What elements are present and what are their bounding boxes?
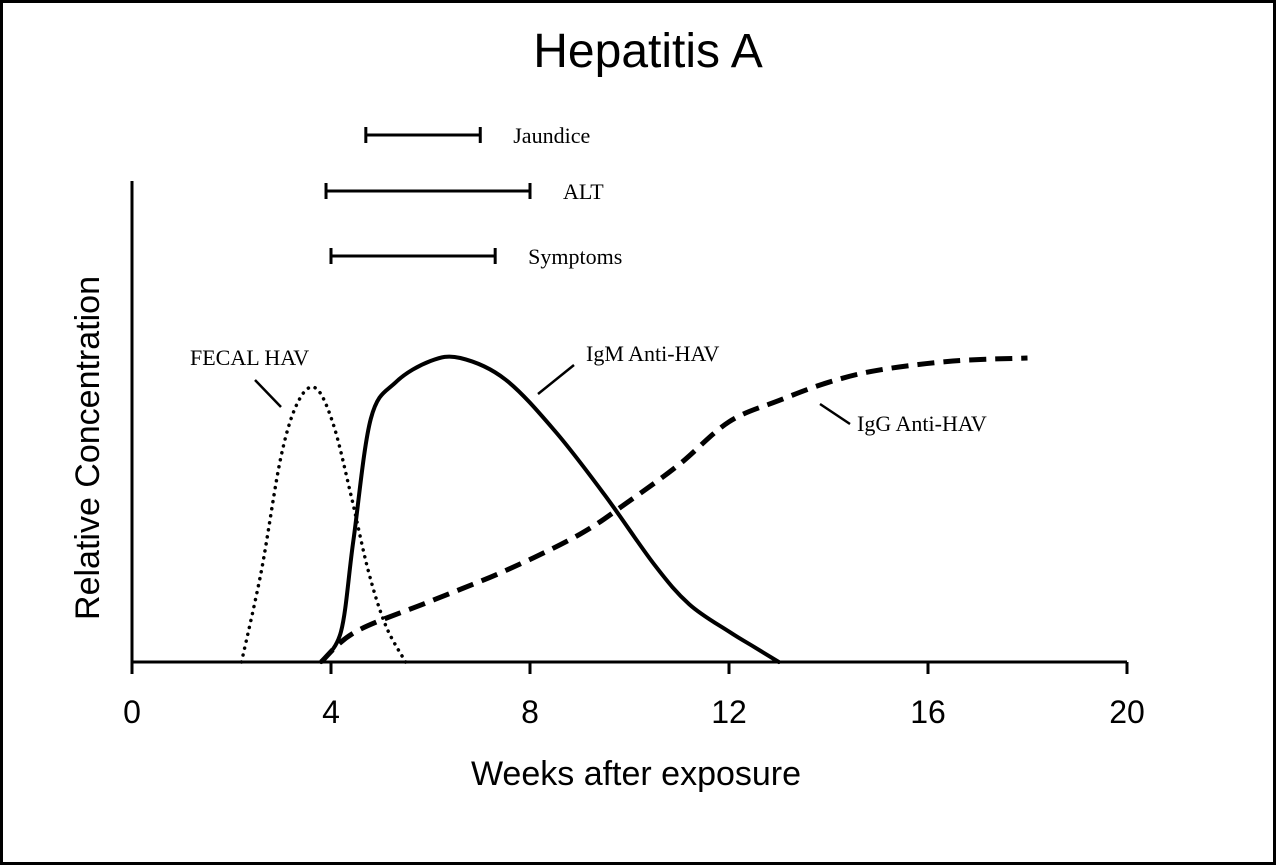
- x-axis-label: Weeks after exposure: [471, 755, 801, 793]
- x-tick-label: 16: [910, 694, 946, 730]
- series-leader-line: [537, 364, 575, 395]
- series-label: FECAL HAV: [190, 345, 309, 370]
- x-tick-label: 8: [521, 694, 539, 730]
- series-lines: [239, 354, 1028, 664]
- x-tick-label: 0: [123, 694, 141, 730]
- x-tick-label: 4: [322, 694, 340, 730]
- chart-area: Hepatitis A Jaundice ALT Symptoms 0 4 8 12 16 2…: [69, 25, 1145, 793]
- x-ticks: 0 4 8 12 16 20: [123, 662, 1145, 730]
- interval-label: Symptoms: [528, 244, 622, 269]
- y-axis-label: Relative Concentration: [69, 276, 107, 620]
- series-label: IgG Anti-HAV: [857, 411, 987, 436]
- interval-bars: Jaundice ALT Symptoms: [324, 123, 622, 269]
- series-label: IgM Anti-HAV: [586, 341, 720, 366]
- series-leader-line: [254, 379, 282, 408]
- chart-title: Hepatitis A: [533, 25, 762, 78]
- interval-label: ALT: [563, 179, 604, 204]
- series-labels: FECAL HAV IgM Anti-HAV IgG Anti-HAV: [190, 341, 987, 436]
- series-line-dashed: [319, 355, 1028, 664]
- series-line-solid: [319, 354, 781, 664]
- interval-label: Jaundice: [513, 123, 590, 148]
- x-tick-label: 20: [1109, 694, 1145, 730]
- series-leader-line: [819, 402, 851, 426]
- series-line-dotted: [239, 385, 408, 664]
- x-tick-label: 12: [711, 694, 747, 730]
